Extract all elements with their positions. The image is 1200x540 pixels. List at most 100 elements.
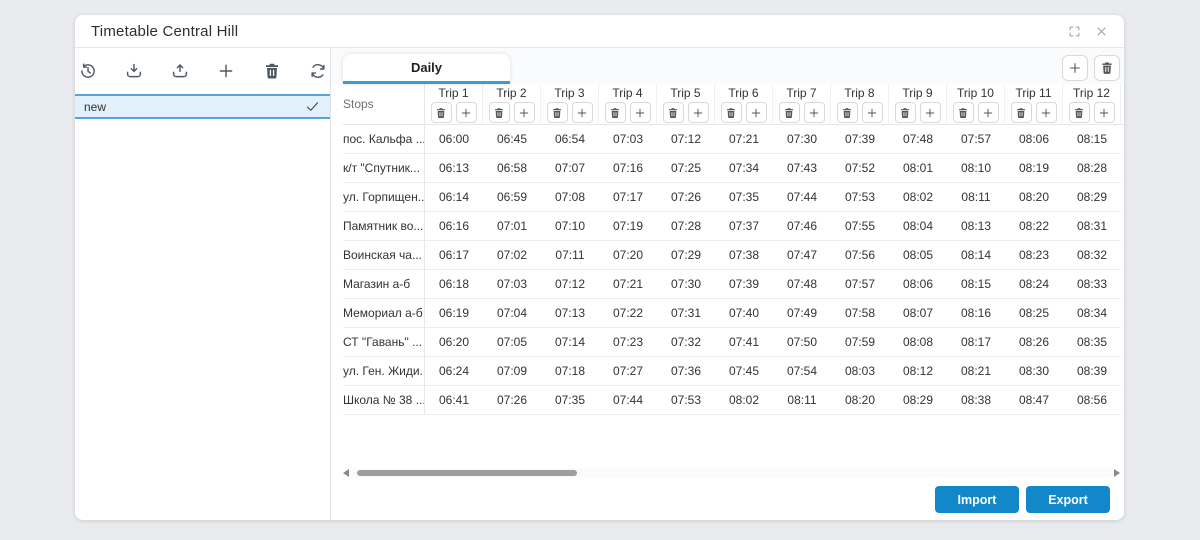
time-cell[interactable]: 06:20 [425,328,483,357]
insert-trip-button[interactable] [1035,102,1057,123]
add-trip-button[interactable] [1062,55,1088,81]
time-cell[interactable]: 08:08 [889,328,947,357]
time-cell[interactable]: 08:31 [1063,212,1121,241]
time-cell[interactable]: 07:48 [773,270,831,299]
time-cell[interactable]: 07:29 [657,241,715,270]
time-cell[interactable]: 07:14 [541,328,599,357]
time-cell[interactable]: 07:40 [715,299,773,328]
horizontal-scrollbar[interactable] [343,467,1122,479]
time-cell[interactable]: 08:22 [1005,212,1063,241]
time-cell[interactable]: 07:28 [657,212,715,241]
tab-daily[interactable]: Daily [343,54,510,84]
insert-trip-button[interactable] [977,102,999,123]
time-cell[interactable]: 07:08 [541,183,599,212]
scroll-right-arrow[interactable] [1114,467,1122,479]
time-cell[interactable]: 07:39 [715,270,773,299]
time-cell[interactable]: 08:28 [1063,154,1121,183]
insert-trip-button[interactable] [629,102,651,123]
time-cell[interactable]: 07:26 [657,183,715,212]
time-cell[interactable]: 07:41 [715,328,773,357]
time-cell[interactable]: 07:38 [715,241,773,270]
time-cell[interactable]: 07:30 [657,270,715,299]
time-cell[interactable]: 07:04 [483,299,541,328]
time-cell[interactable]: 08:15 [1063,125,1121,154]
time-cell[interactable]: 07:37 [715,212,773,241]
time-cell[interactable]: 08:47 [1005,386,1063,415]
time-cell[interactable]: 07:47 [773,241,831,270]
time-cell[interactable]: 08:29 [889,386,947,415]
time-cell[interactable]: 08:13 [947,212,1005,241]
time-cell[interactable]: 07:34 [715,154,773,183]
time-cell[interactable]: 06:00 [425,125,483,154]
time-cell[interactable]: 07:12 [657,125,715,154]
time-cell[interactable]: 08:35 [1063,328,1121,357]
time-cell[interactable]: 07:53 [831,183,889,212]
delete-trip-button[interactable] [778,102,800,123]
time-cell[interactable]: 08:21 [947,357,1005,386]
time-cell[interactable]: 07:11 [541,241,599,270]
insert-trip-button[interactable] [1093,102,1115,123]
refresh-icon[interactable] [309,62,327,80]
time-cell[interactable]: 07:01 [483,212,541,241]
scroll-left-arrow[interactable] [343,467,351,479]
time-cell[interactable]: 06:13 [425,154,483,183]
insert-trip-button[interactable] [803,102,825,123]
time-cell[interactable]: 07:49 [773,299,831,328]
time-cell[interactable]: 08:39 [1063,357,1121,386]
time-cell[interactable]: 08:17 [947,328,1005,357]
delete-trips-button[interactable] [1094,55,1120,81]
time-cell[interactable]: 08:19 [1005,154,1063,183]
time-cell[interactable]: 08:30 [1005,357,1063,386]
time-cell[interactable]: 07:10 [541,212,599,241]
time-cell[interactable]: 07:02 [483,241,541,270]
download-icon[interactable] [125,62,143,80]
time-cell[interactable]: 08:26 [1005,328,1063,357]
time-cell[interactable]: 07:18 [541,357,599,386]
time-cell[interactable]: 07:53 [657,386,715,415]
time-cell[interactable]: 08:02 [715,386,773,415]
time-cell[interactable]: 07:59 [831,328,889,357]
time-cell[interactable]: 08:12 [889,357,947,386]
time-cell[interactable]: 07:43 [773,154,831,183]
time-cell[interactable]: 08:02 [889,183,947,212]
delete-trip-button[interactable] [662,102,684,123]
time-cell[interactable]: 08:15 [947,270,1005,299]
time-cell[interactable]: 07:05 [483,328,541,357]
time-cell[interactable]: 07:54 [773,357,831,386]
scrollbar-track[interactable] [351,468,1114,478]
time-cell[interactable]: 08:23 [1005,241,1063,270]
time-cell[interactable]: 06:59 [483,183,541,212]
time-cell[interactable]: 07:55 [831,212,889,241]
timetable-item-new[interactable]: new [75,94,330,119]
delete-trip-button[interactable] [430,102,452,123]
time-cell[interactable]: 07:16 [599,154,657,183]
time-cell[interactable]: 07:12 [541,270,599,299]
insert-trip-button[interactable] [687,102,709,123]
time-cell[interactable]: 07:35 [541,386,599,415]
expand-icon[interactable] [1068,25,1081,38]
time-cell[interactable]: 07:19 [599,212,657,241]
time-cell[interactable]: 07:09 [483,357,541,386]
time-cell[interactable]: 07:23 [599,328,657,357]
time-cell[interactable]: 07:57 [831,270,889,299]
time-cell[interactable]: 06:58 [483,154,541,183]
time-cell[interactable]: 07:52 [831,154,889,183]
time-cell[interactable]: 08:25 [1005,299,1063,328]
time-cell[interactable]: 06:19 [425,299,483,328]
time-cell[interactable]: 08:01 [889,154,947,183]
time-cell[interactable]: 07:30 [773,125,831,154]
export-button[interactable]: Export [1026,486,1110,513]
delete-trip-button[interactable] [488,102,510,123]
time-cell[interactable]: 08:03 [831,357,889,386]
time-cell[interactable]: 07:27 [599,357,657,386]
time-cell[interactable]: 08:32 [1063,241,1121,270]
time-cell[interactable]: 08:04 [889,212,947,241]
delete-trip-button[interactable] [1068,102,1090,123]
trash-icon[interactable] [263,62,281,80]
delete-trip-button[interactable] [720,102,742,123]
time-cell[interactable]: 07:26 [483,386,541,415]
time-cell[interactable]: 08:29 [1063,183,1121,212]
time-cell[interactable]: 08:07 [889,299,947,328]
time-cell[interactable]: 08:20 [1005,183,1063,212]
time-cell[interactable]: 07:39 [831,125,889,154]
